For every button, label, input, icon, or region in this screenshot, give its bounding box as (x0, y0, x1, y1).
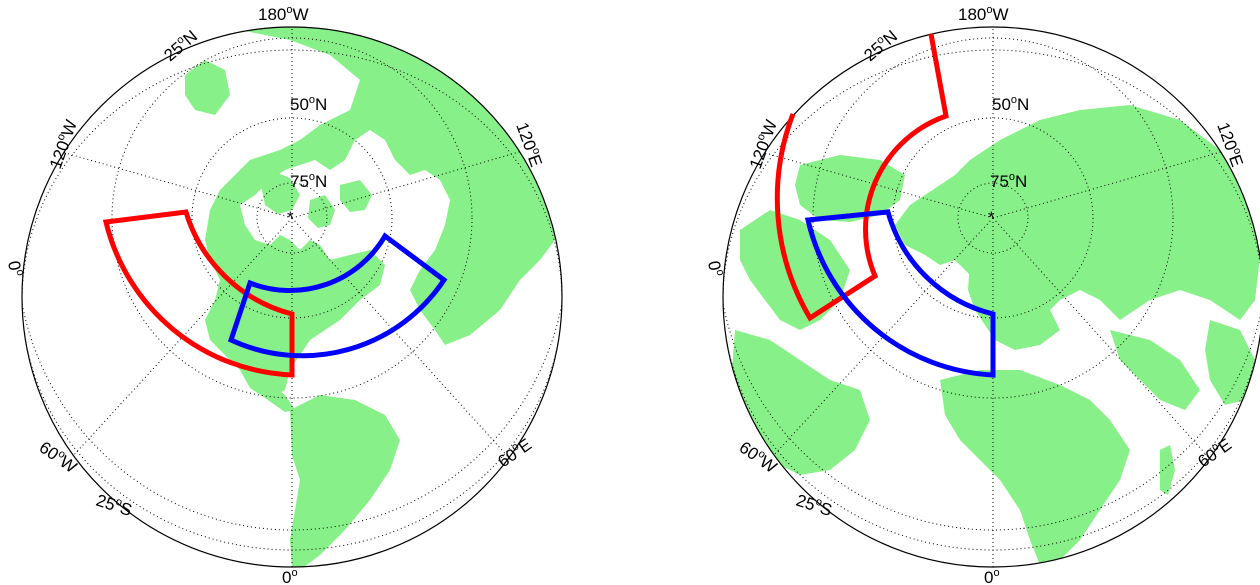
north-america-land (200, 27, 560, 395)
lat-50n-label: 50oN (992, 94, 1029, 114)
right-red-region-outer (774, 33, 949, 322)
meridian-60e (291, 217, 521, 471)
lat-50n-label: 50oN (290, 94, 327, 114)
arctic-islands-land (260, 172, 372, 228)
north-america-partial-land (740, 210, 850, 330)
meridian-120e (291, 139, 561, 219)
north-pole-marker: * (988, 208, 995, 227)
central-america-land (240, 370, 295, 412)
greenland-left-land (185, 60, 230, 115)
right-land (732, 105, 1260, 565)
lon-60e-label: 60oE (494, 434, 535, 471)
lat-75n-label: 75oN (290, 171, 327, 191)
meridian-120w (723, 139, 994, 219)
left-blue-region (227, 232, 448, 359)
lon-120w-label: 120oW (45, 117, 81, 171)
lon-60w-label: 60oW (36, 437, 81, 477)
right-map: * 180oW 0o 50oN 75oN 25oN 120oW 120oE 0o… (704, 4, 1260, 585)
lat-25n-label: 25oN (160, 26, 201, 65)
left-land (185, 27, 560, 567)
lat-0-label: 0o (4, 259, 26, 278)
lon-120w-label: 120oW (745, 117, 781, 171)
lat-25-circle (111, 37, 473, 399)
lat-0-label: 0o (704, 259, 726, 278)
south-america-land (290, 395, 400, 567)
lat-25-circle (812, 37, 1174, 399)
lat-75n-label: 75oN (990, 171, 1027, 191)
left-red-region (102, 209, 295, 378)
lon-180w-label: 180oW (258, 4, 309, 24)
lon-180w-label: 180oW (958, 4, 1009, 24)
lat-25s-label: 25oS (94, 490, 135, 520)
right-map-frame (722, 26, 1260, 568)
africa-land (940, 370, 1130, 565)
lat-25s-label: 25oS (794, 490, 835, 520)
lon-60e-label: 60oE (1194, 434, 1235, 471)
lat-75-circle (256, 182, 328, 254)
lat-75-circle (957, 182, 1029, 254)
meridian-60e (992, 217, 1221, 471)
meridian-120e (992, 139, 1260, 219)
madagascar-land (1160, 445, 1175, 495)
right-blue-region (804, 209, 996, 378)
left-map-frame (21, 26, 563, 568)
left-map: * 180oW 0o 50oN 75oN 25oN 120oW 120oE 0o… (4, 4, 563, 585)
middle-east-land (1110, 320, 1255, 410)
eurasia-land (895, 105, 1260, 320)
lon-0-label: 0o (282, 567, 298, 585)
lon-0-label: 0o (984, 567, 1000, 585)
north-pole-marker: * (287, 208, 294, 227)
south-america-partial-land (732, 330, 870, 475)
